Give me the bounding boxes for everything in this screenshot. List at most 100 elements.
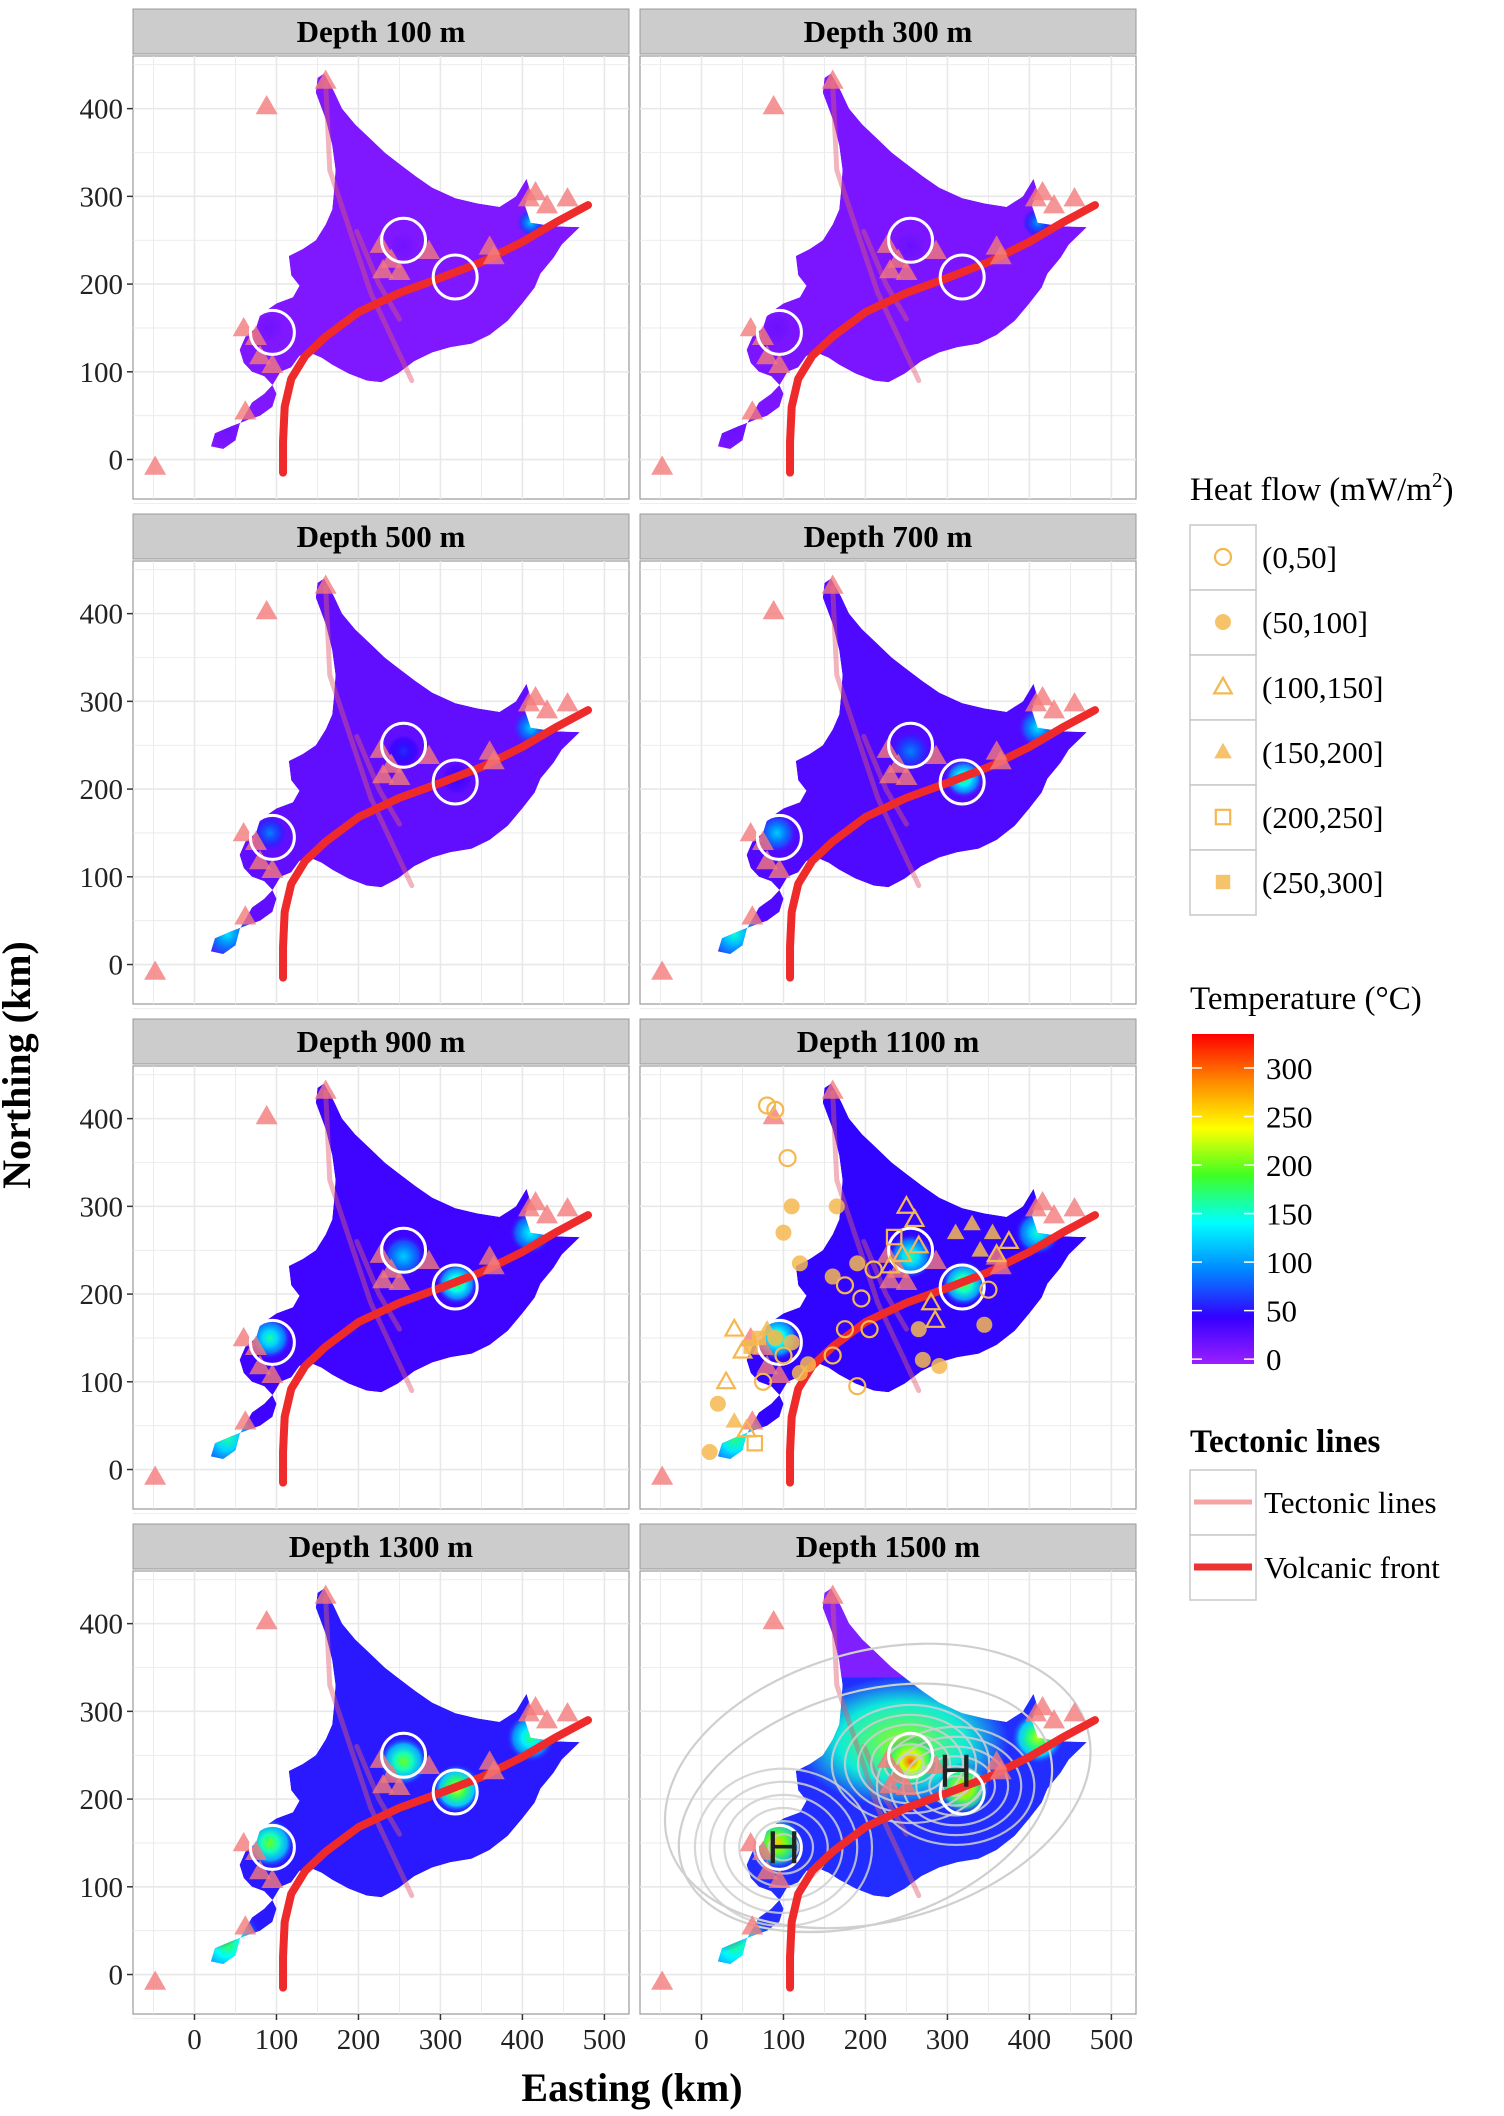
volcano-marker xyxy=(536,1204,559,1224)
facet-strip-label: Depth 900 m xyxy=(297,1024,466,1059)
volcano-marker xyxy=(762,1610,785,1630)
density-contour xyxy=(767,1833,800,1862)
volcano-marker xyxy=(741,905,764,925)
reference-circle xyxy=(938,253,986,301)
volcanic-front-line xyxy=(786,706,1100,982)
colorbar-tick-label: 100 xyxy=(1266,1245,1313,1280)
facet-strip-label: Depth 300 m xyxy=(804,14,973,49)
heat-flow-legend-label: (100,150] xyxy=(1262,670,1383,705)
reference-circle xyxy=(380,721,428,769)
volcano-marker xyxy=(417,1249,440,1269)
volcano-marker xyxy=(651,455,674,475)
volcano-marker xyxy=(924,1249,947,1269)
temperature-legend-title: Temperature (°C) xyxy=(1190,981,1422,1017)
reference-circle xyxy=(248,308,296,356)
heat-flow-point xyxy=(849,1255,866,1272)
heat-flow-point xyxy=(701,1443,718,1460)
volcano-marker xyxy=(234,1410,257,1430)
heat-flow-point xyxy=(783,1334,800,1351)
volcano-marker xyxy=(314,1584,337,1604)
tectonic-line xyxy=(354,1743,402,1837)
reference-circle xyxy=(248,813,296,861)
volcano-marker xyxy=(821,574,844,594)
heat-flow-point xyxy=(885,1228,903,1246)
volcano-marker xyxy=(756,1860,779,1880)
tectonic-line xyxy=(323,584,415,889)
facet-strip xyxy=(132,8,630,55)
volcano-marker xyxy=(1043,194,1066,214)
heat-flow-legend-symbol xyxy=(1213,547,1233,567)
tectonic-line xyxy=(861,1238,909,1332)
heat-flow-point xyxy=(848,1377,867,1396)
heat-flow-point xyxy=(791,1365,808,1382)
facet-strip xyxy=(132,513,630,560)
x-tick-label: 400 xyxy=(501,2024,545,2056)
heat-flow-point xyxy=(746,1434,764,1452)
volcano-marker xyxy=(372,764,395,784)
colorbar-tick-label: 250 xyxy=(1266,1100,1313,1135)
facet-strip-label: Depth 100 m xyxy=(297,14,466,49)
volcano-marker xyxy=(556,1702,579,1722)
volcano-marker xyxy=(388,1270,411,1291)
heat-flow-point xyxy=(753,1372,773,1391)
volcano-marker xyxy=(768,1868,791,1889)
x-tick-label: 0 xyxy=(694,2024,709,2056)
y-tick-label: 300 xyxy=(80,686,124,718)
volcano-marker xyxy=(144,1970,167,1990)
heat-flow-point xyxy=(723,1317,745,1337)
facet-panel: Depth 1500 m H H xyxy=(639,1523,1137,2019)
volcano-marker xyxy=(756,345,779,365)
reference-circle xyxy=(431,1263,479,1311)
volcano-marker xyxy=(821,69,844,89)
facet-panel: Depth 1300 m xyxy=(132,1523,630,2019)
volcano-marker xyxy=(821,1079,844,1099)
y-tick-label: 200 xyxy=(80,1279,124,1311)
volcano-marker xyxy=(879,764,902,784)
heat-flow-point xyxy=(852,1289,871,1308)
y-tick-label: 100 xyxy=(80,862,124,894)
heat-flow-point xyxy=(835,1320,855,1339)
volcano-marker xyxy=(249,850,272,870)
tectonic-line xyxy=(861,228,909,322)
volcano-marker xyxy=(741,1410,764,1430)
volcano-marker xyxy=(234,1915,257,1935)
y-tick-label: 100 xyxy=(80,1872,124,1904)
y-tick-label: 400 xyxy=(80,1104,124,1136)
facet-strip xyxy=(639,1523,1137,1570)
facet-panel: Depth 700 m xyxy=(639,513,1137,1009)
volcano-marker xyxy=(536,1709,559,1729)
temperature-hot-spot xyxy=(255,313,285,343)
volcano-marker xyxy=(261,1363,284,1384)
density-peak-label: H xyxy=(939,1745,972,1797)
volcano-marker xyxy=(651,1465,674,1485)
tectonic-line xyxy=(830,1089,922,1394)
volcano-marker xyxy=(1043,1709,1066,1729)
heat-flow-point xyxy=(791,1255,808,1272)
volcano-marker xyxy=(1063,1702,1086,1722)
heat-flow-point xyxy=(924,1308,946,1328)
volcano-marker xyxy=(255,95,278,115)
tectonic-legend-title: Tectonic lines xyxy=(1190,1424,1381,1460)
volcano-marker xyxy=(741,400,764,420)
heat-flow-point xyxy=(983,1223,1002,1240)
facet-strip-label: Depth 1500 m xyxy=(796,1529,980,1564)
heat-flow-legend-symbol xyxy=(1214,808,1232,826)
y-tick-label: 300 xyxy=(80,1191,124,1223)
volcano-marker xyxy=(651,1970,674,1990)
heat-flow-legend-label: (0,50] xyxy=(1262,540,1337,575)
heat-flow-legend-symbol xyxy=(1212,675,1234,695)
volcano-marker xyxy=(372,259,395,279)
y-tick-label: 400 xyxy=(80,1609,124,1641)
heat-flow-point xyxy=(775,1224,792,1241)
heat-flow-point xyxy=(778,1149,797,1168)
heat-flow-point xyxy=(835,1276,855,1295)
volcano-marker xyxy=(388,260,411,281)
heat-flow-point xyxy=(860,1320,879,1339)
heat-flow-points xyxy=(701,1096,1020,1460)
volcano-marker xyxy=(768,1363,791,1384)
reference-circle xyxy=(938,758,986,806)
volcano-marker xyxy=(417,744,440,764)
heat-flow-point xyxy=(895,1194,918,1214)
facet-strip-label: Depth 500 m xyxy=(297,519,466,554)
volcanic-front-line xyxy=(786,1716,1100,1992)
